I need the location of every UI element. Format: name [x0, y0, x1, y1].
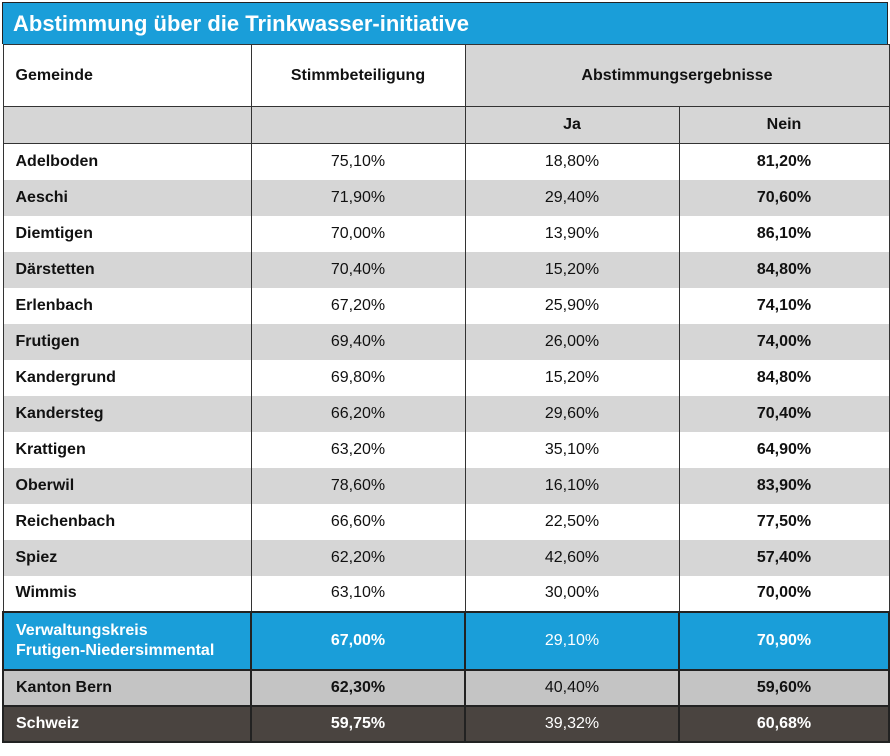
- header-gemeinde: Gemeinde: [2, 44, 252, 107]
- gemeinde-cell: Aeschi: [2, 179, 252, 216]
- table-title: Abstimmung über die Trinkwasser-initiati…: [2, 2, 888, 44]
- ja-cell: 13,90%: [464, 215, 680, 252]
- table-row: Oberwil 78,60% 16,10% 83,90%: [2, 467, 890, 504]
- gemeinde-cell: Diemtigen: [2, 215, 252, 252]
- beteiligung-cell: 66,60%: [250, 503, 466, 540]
- ja-cell: 16,10%: [464, 467, 680, 504]
- beteiligung-cell: 71,90%: [250, 179, 466, 216]
- table-row: Krattigen 63,20% 35,10% 64,90%: [2, 431, 890, 468]
- switzerland-ja: 39,32%: [464, 704, 680, 743]
- gemeinde-cell: Wimmis: [2, 575, 252, 612]
- nein-cell: 84,80%: [678, 359, 890, 396]
- nein-cell: 83,90%: [678, 467, 890, 504]
- header-row: Gemeinde Stimmbeteiligung Abstimmungserg…: [2, 44, 890, 107]
- nein-cell: 74,00%: [678, 323, 890, 360]
- nein-cell: 70,60%: [678, 179, 890, 216]
- nein-cell: 77,50%: [678, 503, 890, 540]
- gemeinde-cell: Kandergrund: [2, 359, 252, 396]
- canton-name: Kanton Bern: [2, 668, 252, 707]
- canton-ja: 40,40%: [464, 668, 680, 707]
- ja-cell: 15,20%: [464, 359, 680, 396]
- switzerland-name: Schweiz: [2, 704, 252, 743]
- nein-cell: 64,90%: [678, 431, 890, 468]
- ja-cell: 42,60%: [464, 539, 680, 576]
- switzerland-beteiligung: 59,75%: [250, 704, 466, 743]
- beteiligung-cell: 67,20%: [250, 287, 466, 324]
- nein-cell: 86,10%: [678, 215, 890, 252]
- ja-cell: 30,00%: [464, 575, 680, 612]
- gemeinde-cell: Reichenbach: [2, 503, 252, 540]
- ja-cell: 29,40%: [464, 179, 680, 216]
- beteiligung-cell: 78,60%: [250, 467, 466, 504]
- region-nein: 70,90%: [678, 610, 890, 671]
- subheader-empty-beteiligung: [250, 106, 466, 144]
- canton-beteiligung: 62,30%: [250, 668, 466, 707]
- region-beteiligung: 67,00%: [250, 610, 466, 671]
- header-stimmbeteiligung: Stimmbeteiligung: [250, 44, 466, 107]
- nein-cell: 70,40%: [678, 395, 890, 432]
- ja-cell: 35,10%: [464, 431, 680, 468]
- subheader-ja: Ja: [464, 106, 680, 144]
- table-row: Diemtigen 70,00% 13,90% 86,10%: [2, 215, 890, 252]
- gemeinde-cell: Oberwil: [2, 467, 252, 504]
- nein-cell: 70,00%: [678, 575, 890, 612]
- subheader-empty-gemeinde: [2, 106, 252, 144]
- table-row: Därstetten 70,40% 15,20% 84,80%: [2, 251, 890, 288]
- beteiligung-cell: 75,10%: [250, 143, 466, 180]
- region-name: Verwaltungskreis Frutigen-Niedersimmenta…: [2, 610, 252, 671]
- beteiligung-cell: 70,00%: [250, 215, 466, 252]
- gemeinde-cell: Därstetten: [2, 251, 252, 288]
- region-name-line2: Frutigen-Niedersimmental: [16, 641, 215, 659]
- nein-cell: 74,10%: [678, 287, 890, 324]
- subheader-nein: Nein: [678, 106, 890, 144]
- results-table: Gemeinde Stimmbeteiligung Abstimmungserg…: [2, 44, 890, 743]
- beteiligung-cell: 66,20%: [250, 395, 466, 432]
- table-row: Erlenbach 67,20% 25,90% 74,10%: [2, 287, 890, 324]
- gemeinde-cell: Erlenbach: [2, 287, 252, 324]
- municipality-rows: Adelboden 75,10% 18,80% 81,20% Aeschi 71,90% 2…: [2, 143, 890, 612]
- table-row: Spiez 62,20% 42,60% 57,40%: [2, 539, 890, 576]
- canton-nein: 59,60%: [678, 668, 890, 707]
- region-row: Verwaltungskreis Frutigen-Niedersimmenta…: [2, 610, 890, 671]
- table-row: Reichenbach 66,60% 22,50% 77,50%: [2, 503, 890, 540]
- switzerland-nein: 60,68%: [678, 704, 890, 743]
- switzerland-row: Schweiz 59,75% 39,32% 60,68%: [2, 704, 890, 743]
- ja-cell: 18,80%: [464, 143, 680, 180]
- ja-cell: 15,20%: [464, 251, 680, 288]
- beteiligung-cell: 69,40%: [250, 323, 466, 360]
- subheader-row: Ja Nein: [2, 106, 890, 144]
- beteiligung-cell: 70,40%: [250, 251, 466, 288]
- ja-cell: 22,50%: [464, 503, 680, 540]
- gemeinde-cell: Adelboden: [2, 143, 252, 180]
- region-name-line1: Verwaltungskreis: [16, 621, 148, 639]
- canton-row: Kanton Bern 62,30% 40,40% 59,60%: [2, 668, 890, 707]
- gemeinde-cell: Spiez: [2, 539, 252, 576]
- region-ja: 29,10%: [464, 610, 680, 671]
- gemeinde-cell: Krattigen: [2, 431, 252, 468]
- gemeinde-cell: Kandersteg: [2, 395, 252, 432]
- table-row: Kandergrund 69,80% 15,20% 84,80%: [2, 359, 890, 396]
- table-row: Aeschi 71,90% 29,40% 70,60%: [2, 179, 890, 216]
- ja-cell: 26,00%: [464, 323, 680, 360]
- gemeinde-cell: Frutigen: [2, 323, 252, 360]
- nein-cell: 57,40%: [678, 539, 890, 576]
- table-row: Adelboden 75,10% 18,80% 81,20%: [2, 143, 890, 180]
- nein-cell: 81,20%: [678, 143, 890, 180]
- ja-cell: 25,90%: [464, 287, 680, 324]
- header-abstimmungsergebnisse: Abstimmungsergebnisse: [464, 44, 890, 107]
- table-row: Kandersteg 66,20% 29,60% 70,40%: [2, 395, 890, 432]
- nein-cell: 84,80%: [678, 251, 890, 288]
- beteiligung-cell: 63,20%: [250, 431, 466, 468]
- beteiligung-cell: 63,10%: [250, 575, 466, 612]
- ja-cell: 29,60%: [464, 395, 680, 432]
- table-row: Frutigen 69,40% 26,00% 74,00%: [2, 323, 890, 360]
- table-row: Wimmis 63,10% 30,00% 70,00%: [2, 575, 890, 612]
- beteiligung-cell: 62,20%: [250, 539, 466, 576]
- beteiligung-cell: 69,80%: [250, 359, 466, 396]
